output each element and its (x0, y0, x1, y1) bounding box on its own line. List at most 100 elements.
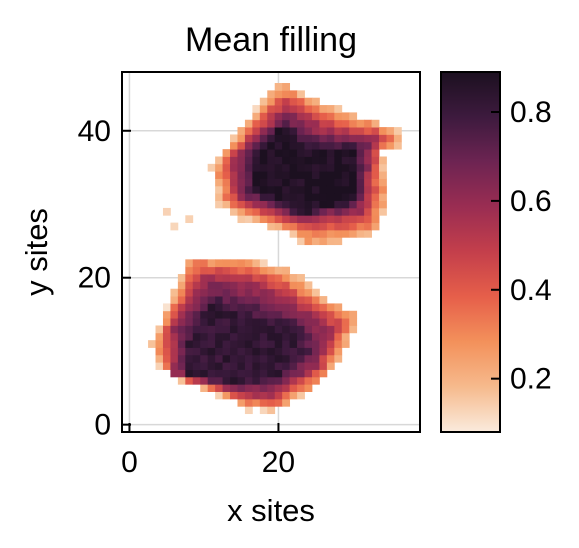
heatmap-cell (207, 318, 216, 326)
heatmap-cell (356, 178, 365, 187)
heatmap-cell (267, 127, 276, 135)
heatmap-cell (334, 127, 343, 135)
heatmap-cell (334, 185, 343, 194)
heatmap-cell (185, 288, 194, 297)
heatmap-cell (244, 215, 253, 224)
heatmap-cell (215, 193, 223, 201)
heatmap-cell (192, 354, 201, 363)
heatmap-cell (371, 193, 380, 201)
heatmap-cell (215, 347, 223, 356)
colorbar: 0.2 0.4 0.6 0.8 (440, 71, 552, 433)
heatmap-cell (267, 112, 276, 121)
heatmap-cell (252, 207, 261, 216)
heatmap-cell (215, 200, 223, 209)
y-axis-label: y sites (19, 208, 54, 296)
heatmap-cell (349, 325, 358, 334)
heatmap-cell (170, 347, 179, 356)
heatmap-cell (274, 171, 283, 179)
heatmap-cell (356, 141, 365, 150)
heatmap-cell (282, 318, 291, 326)
heatmap-cell (289, 384, 298, 392)
heatmap-cell (297, 325, 305, 334)
heatmap-cell (192, 340, 201, 348)
heatmap-cell (267, 134, 276, 143)
heatmap-cell (237, 288, 246, 297)
heatmap-cell (304, 119, 313, 128)
heatmap-cell (274, 384, 283, 392)
heatmap-cell (282, 171, 291, 179)
heatmap-cell (297, 384, 305, 392)
heatmap-cell (237, 369, 246, 378)
heatmap-cell (259, 281, 268, 290)
heatmap-cell (170, 340, 179, 348)
heatmap-cell (311, 347, 320, 356)
heatmap-cell (334, 163, 343, 172)
heatmap-cell (230, 340, 238, 348)
heatmap-cell (341, 332, 350, 341)
heatmap-cell (304, 200, 313, 209)
y-tick-labels: 0 20 40 (78, 115, 111, 442)
heatmap-cell (386, 141, 395, 150)
heatmap-cell (282, 112, 291, 121)
heatmap-cell (364, 215, 372, 224)
heatmap-cell (297, 288, 305, 297)
heatmap-cell (319, 119, 328, 128)
heatmap-cell (267, 90, 276, 99)
heatmap-cell (274, 296, 283, 304)
heatmap-cell (334, 340, 343, 348)
heatmap-cell (274, 347, 283, 356)
heatmap-cell (237, 310, 246, 319)
heatmap-cell (326, 229, 335, 238)
heatmap-cell (244, 200, 253, 209)
heatmap-cell (334, 119, 343, 128)
heatmap-cell (326, 105, 335, 113)
heatmap-cell (177, 288, 186, 297)
heatmap-cell (259, 310, 268, 319)
heatmap-cell (341, 163, 350, 172)
heatmap-cell (207, 281, 216, 290)
heatmap-cell (259, 105, 268, 113)
heatmap-cell (304, 354, 313, 363)
heatmap-cell (222, 391, 231, 400)
heatmap-cell (200, 340, 209, 348)
heatmap-cell (259, 156, 268, 165)
heatmap-plot-area (121, 71, 421, 433)
heatmap-cell (162, 332, 171, 341)
heatmap-cell (334, 193, 343, 201)
heatmap-cell (326, 362, 335, 370)
heatmap-cell (319, 369, 328, 378)
heatmap-cell (244, 141, 253, 150)
heatmap-cell (215, 376, 223, 385)
heatmap-cell (185, 332, 194, 341)
heatmap-cell (267, 354, 276, 363)
heatmap-cell (297, 303, 305, 312)
heatmap-cell (267, 281, 276, 290)
heatmap-cell (282, 200, 291, 209)
heatmap-cell (311, 163, 320, 172)
heatmap-cell (289, 222, 298, 231)
heatmap-cell (267, 288, 276, 297)
heatmap-cell (207, 332, 216, 341)
heatmap-cell (297, 318, 305, 326)
heatmap-cell (267, 332, 276, 341)
heatmap-cell (274, 105, 283, 113)
heatmap-cell (304, 384, 313, 392)
heatmap-cell (177, 354, 186, 363)
heatmap-cell (379, 127, 387, 135)
heatmap-cell (148, 340, 156, 348)
heatmap-cell (341, 127, 350, 135)
heatmap-cell (341, 318, 350, 326)
heatmap-cell (334, 215, 343, 224)
heatmap-cell (341, 215, 350, 224)
heatmap-cell (230, 141, 238, 150)
heatmap-cell (155, 332, 164, 341)
heatmap-cell (304, 340, 313, 348)
heatmap-cell (192, 318, 201, 326)
heatmap-cell (207, 376, 216, 385)
heatmap-cell (192, 332, 201, 341)
heatmap-cell (349, 163, 358, 172)
y-tick-label: 0 (94, 409, 111, 442)
heatmap-cell (334, 222, 343, 231)
heatmap-cell (282, 149, 291, 157)
